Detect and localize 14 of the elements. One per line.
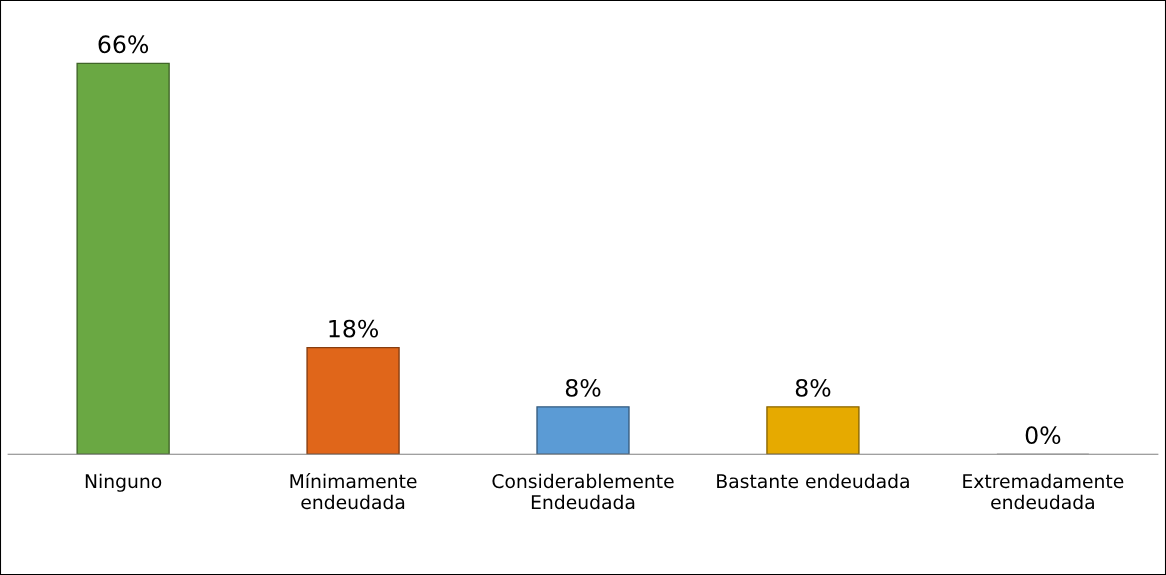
- data-label: 66%: [98, 35, 149, 54]
- x-tick-label: Mínimamente endeudada: [290, 472, 417, 510]
- bar: [766, 406, 860, 455]
- data-label: 8%: [795, 378, 831, 397]
- data-label: 8%: [565, 378, 601, 397]
- x-tick-label: Extremadamente endeudada: [963, 473, 1124, 510]
- bar: [306, 346, 400, 455]
- bar: [536, 406, 630, 455]
- x-tick-label: Considerablemente Endeudada: [492, 473, 674, 510]
- x-tick-label: Bastante endeudada: [717, 473, 909, 489]
- bar: [76, 62, 170, 455]
- data-label: 18%: [329, 319, 378, 338]
- data-label: 0%: [1025, 426, 1061, 445]
- x-tick-label: Ninguno: [85, 473, 162, 492]
